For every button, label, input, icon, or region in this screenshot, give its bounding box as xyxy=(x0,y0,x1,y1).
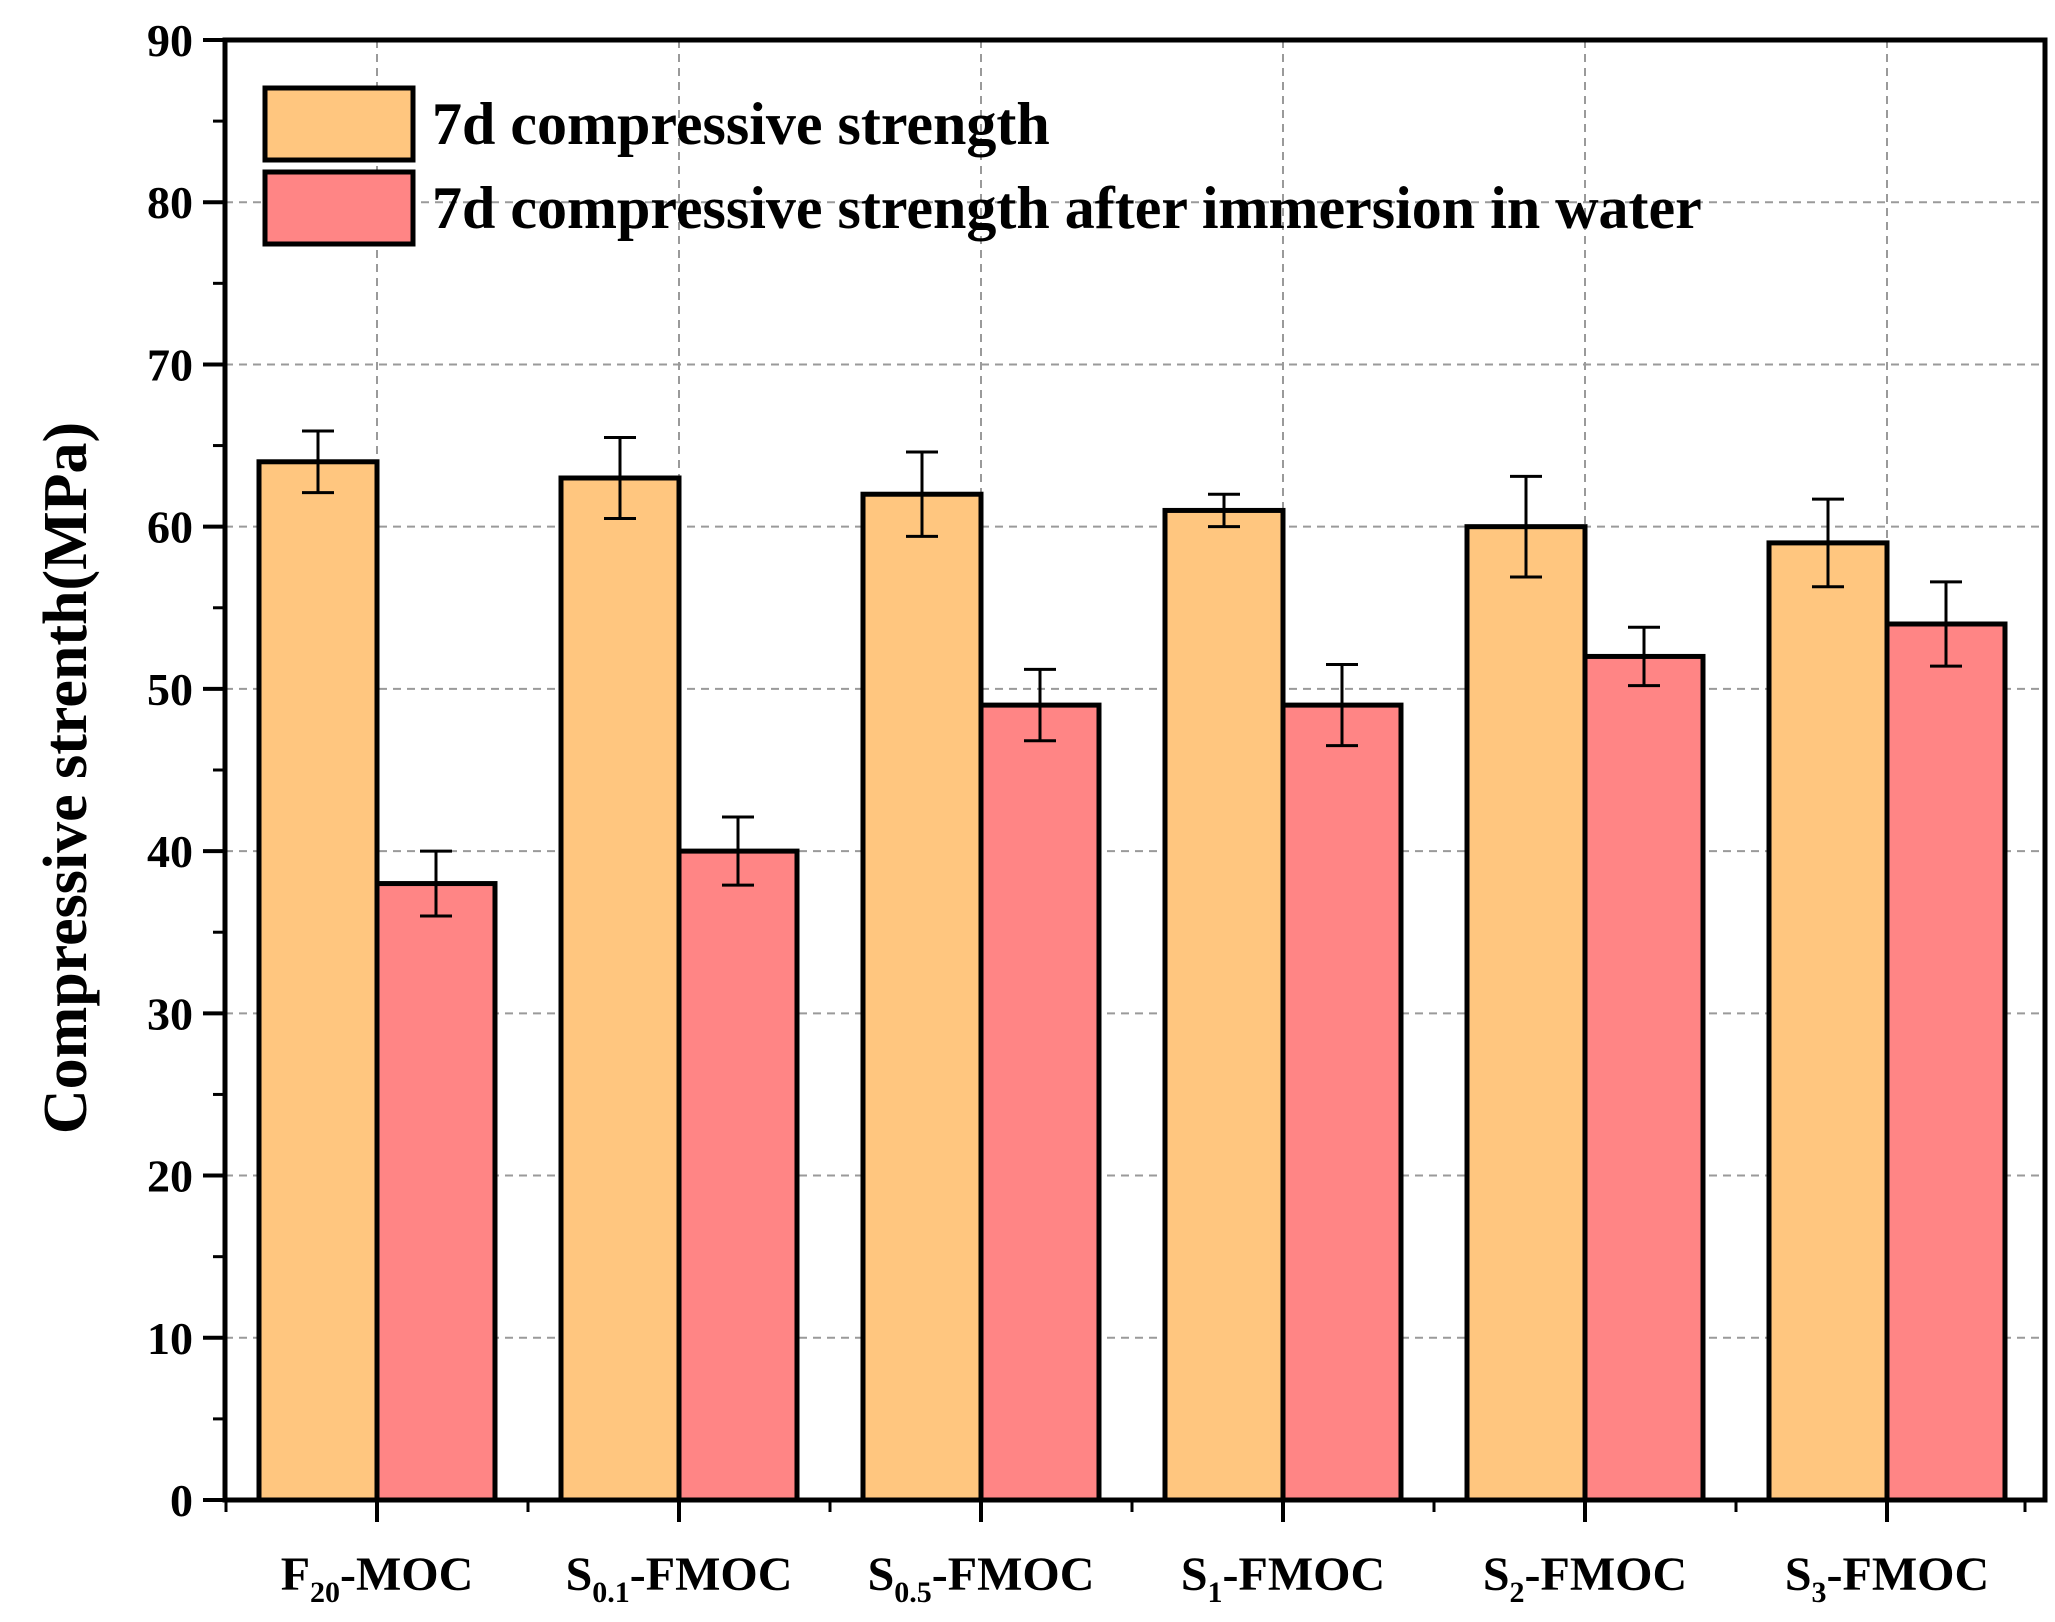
y-tick-label-50: 50 xyxy=(147,664,193,715)
bar-series2-2 xyxy=(978,702,1102,1503)
x-tick-label-2: S0.5-FMOC xyxy=(868,1548,1095,1609)
bar-series2-5 xyxy=(1884,621,2008,1503)
x-axis-ticks: F20-MOC S0.1-FMOC S0.5-FMOC S1-FMOC S2-FMOC S… xyxy=(224,1500,2027,1609)
y-tick-label-60: 60 xyxy=(147,502,193,553)
y-axis-ticks: 0 10 20 30 40 50 60 70 80 90 xyxy=(147,15,225,1526)
bar-series1-2 xyxy=(860,491,984,1503)
x-tick-label-4: S2-FMOC xyxy=(1483,1548,1687,1609)
legend-swatch-1 xyxy=(262,85,416,163)
error-bar-series1-1 xyxy=(604,435,636,521)
bar-series2-4 xyxy=(1582,653,1706,1503)
bar-series1-1 xyxy=(558,475,682,1503)
bar-series1-5 xyxy=(1766,540,1890,1503)
y-tick-label-10: 10 xyxy=(147,1313,193,1364)
legend-item-1: 7d compressive strength xyxy=(262,85,1050,163)
error-bar-series2-0 xyxy=(420,849,452,918)
bar-series2-3 xyxy=(1280,702,1404,1503)
error-bar-series2-4 xyxy=(1628,625,1660,688)
legend-swatch-2 xyxy=(262,169,416,247)
legend-label-1: 7d compressive strength xyxy=(432,91,1050,157)
error-bar-series2-1 xyxy=(722,815,754,887)
legend-item-2: 7d compressive strength after immersion … xyxy=(262,169,1702,247)
error-bar-series1-0 xyxy=(302,429,334,495)
error-bars xyxy=(302,429,1962,918)
x-tick-label-1: S0.1-FMOC xyxy=(566,1548,793,1609)
legend: 7d compressive strength 7d compressive st… xyxy=(262,85,1702,247)
x-tick-label-5: S3-FMOC xyxy=(1785,1548,1989,1609)
error-bar-series2-5 xyxy=(1930,580,1962,668)
y-tick-label-20: 20 xyxy=(147,1151,193,1202)
error-bar-series2-2 xyxy=(1024,667,1056,743)
error-bar-series1-5 xyxy=(1812,497,1844,589)
x-tick-label-3: S1-FMOC xyxy=(1181,1548,1385,1609)
y-tick-label-40: 40 xyxy=(147,826,193,877)
bar-series1-4 xyxy=(1464,524,1588,1503)
y-tick-label-90: 90 xyxy=(147,15,193,66)
y-axis-title: Compressive strenth(MPa) xyxy=(32,422,100,1134)
bar-series1-0 xyxy=(256,459,380,1503)
error-bar-series2-3 xyxy=(1326,663,1358,748)
bar-series2-0 xyxy=(374,881,498,1503)
bar-series1-3 xyxy=(1162,507,1286,1503)
x-tick-label-0: F20-MOC xyxy=(281,1548,474,1609)
bar-series2-1 xyxy=(676,848,800,1503)
error-bar-series1-3 xyxy=(1208,492,1240,529)
bars xyxy=(256,459,2008,1503)
y-tick-label-0: 0 xyxy=(170,1475,193,1526)
error-bar-series1-4 xyxy=(1510,474,1542,579)
y-tick-label-80: 80 xyxy=(147,177,193,228)
error-bar-series1-2 xyxy=(906,450,938,538)
y-tick-label-30: 30 xyxy=(147,988,193,1039)
y-tick-label-70: 70 xyxy=(147,339,193,390)
legend-label-2: 7d compressive strength after immersion … xyxy=(432,175,1702,241)
